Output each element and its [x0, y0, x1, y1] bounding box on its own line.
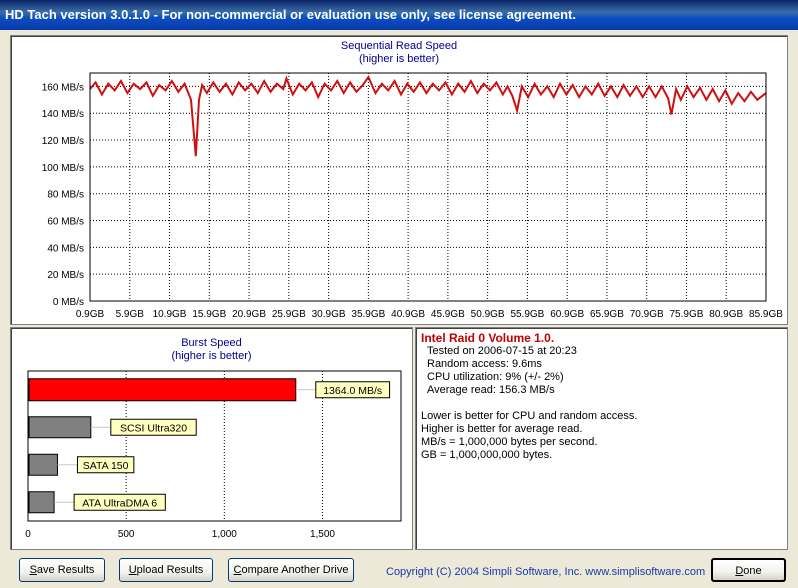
burst-speed-chart: 1364.0 MB/s SCSI Ultra320 SATA 150 ATA Ultr…: [25, 370, 402, 540]
seq-x-tick-label: 75.9GB: [670, 309, 704, 320]
upload-results-button[interactable]: Upload Results: [119, 558, 213, 582]
window-title: HD Tach version 3.0.1.0 - For non-commer…: [0, 0, 798, 30]
done-button[interactable]: Done: [711, 558, 786, 582]
seq-y-tick-label: 80 MB/s: [47, 190, 84, 201]
burst-chart-title: Burst Speed: [181, 337, 242, 349]
random-access-text: Random access: 9.6ms: [427, 358, 542, 370]
seq-x-tick-label: 15.9GB: [192, 309, 226, 320]
compare-accel: C: [233, 564, 242, 576]
burst-bar: [28, 453, 58, 476]
seq-x-tick-label: 85.9GB: [749, 309, 783, 320]
save-results-button[interactable]: Save Results: [19, 558, 105, 582]
burst-x-tick-label: 1,000: [212, 529, 237, 540]
seq-x-tick-label: 55.9GB: [510, 309, 544, 320]
burst-x-tick-label: 1,500: [310, 529, 335, 540]
upload-results-label: pload Results: [136, 564, 204, 576]
compare-label: ompare Another Drive: [241, 564, 349, 576]
done-accel: D: [735, 565, 744, 577]
burst-value-label: ATA UltraDMA 6: [82, 497, 157, 509]
drive-info-panel: Intel Raid 0 Volume 1.0. Tested on 2006-…: [415, 327, 788, 550]
seq-x-tick-label: 45.9GB: [431, 309, 465, 320]
seq-y-tick-label: 140 MB/s: [42, 109, 84, 120]
burst-bar: [28, 416, 92, 439]
seq-x-tick-label: 40.9GB: [391, 309, 425, 320]
seq-x-tick-label: 30.9GB: [312, 309, 346, 320]
seq-y-tick-label: 60 MB/s: [47, 217, 84, 228]
seq-x-tick-label: 5.9GB: [116, 309, 145, 320]
burst-speed-panel: Burst Speed (higher is better) 1364.0 MB…: [10, 327, 413, 550]
sequential-plot-frame: [89, 72, 767, 302]
seq-x-tick-label: 35.9GB: [351, 309, 385, 320]
seq-y-tick-label: 120 MB/s: [42, 136, 84, 147]
sequential-chart-title-block: Sequential Read Speed (higher is better): [11, 40, 787, 66]
sequential-chart-subtitle: (higher is better): [358, 53, 440, 65]
seq-x-tick-label: 60.9GB: [550, 309, 584, 320]
seq-x-tick-label: 70.9GB: [630, 309, 664, 320]
burst-value-label-box: [76, 456, 135, 474]
main-client-area: Sequential Read Speed (higher is better)…: [0, 30, 798, 588]
burst-value-label-box: [110, 418, 197, 436]
seq-x-tick-label: 65.9GB: [590, 309, 624, 320]
cpu-utilization-text: CPU utilization: 9% (+/- 2%): [427, 371, 564, 383]
seq-x-tick-label: 10.9GB: [153, 309, 187, 320]
burst-value-label-box: [73, 493, 166, 511]
drive-info-text: Intel Raid 0 Volume 1.0. Tested on 2006-…: [421, 332, 637, 462]
drive-name: Intel Raid 0 Volume 1.0.: [421, 331, 555, 345]
compare-another-drive-button[interactable]: Compare Another Drive: [228, 558, 354, 582]
burst-value-label: SATA 150: [83, 460, 129, 472]
save-results-label: ave Results: [36, 564, 95, 576]
note-higher-better: Higher is better for average read.: [421, 423, 583, 435]
burst-x-tick-label: 0: [25, 529, 31, 540]
done-label: one: [743, 565, 762, 577]
sequential-read-chart: 0 MB/s 20 MB/s 40 MB/s 60 MB/s 80 MB/s 100 MB…: [42, 72, 783, 320]
seq-y-tick-label: 20 MB/s: [47, 270, 84, 281]
seq-x-tick-label: 25.9GB: [272, 309, 306, 320]
burst-value-label: SCSI Ultra320: [120, 422, 187, 434]
seq-x-tick-label: 50.9GB: [471, 309, 505, 320]
burst-plot-frame: [27, 370, 402, 522]
burst-value-label: 1364.0 MB/s: [323, 385, 382, 397]
seq-y-tick-label: 40 MB/s: [47, 243, 84, 254]
seq-y-tick-label: 100 MB/s: [42, 163, 84, 174]
burst-x-tick-label: 500: [118, 529, 135, 540]
average-read-text: Average read: 156.3 MB/s: [427, 384, 555, 396]
copyright-text: Copyright (C) 2004 Simpli Software, Inc.…: [386, 566, 706, 578]
sequential-read-series-line: [89, 74, 767, 157]
burst-bar: [28, 491, 55, 514]
note-lower-better: Lower is better for CPU and random acces…: [421, 410, 638, 422]
burst-chart-title-block: Burst Speed (higher is better): [11, 337, 412, 363]
seq-x-tick-label: 20.9GB: [232, 309, 266, 320]
note-mbs-definition: MB/s = 1,000,000 bytes per second.: [421, 436, 598, 448]
burst-chart-subtitle: (higher is better): [171, 350, 252, 362]
upload-results-accel: U: [128, 564, 137, 576]
burst-bar: [28, 378, 297, 402]
seq-y-tick-label: 160 MB/s: [42, 82, 84, 93]
seq-y-tick-label: 0 MB/s: [53, 297, 84, 308]
save-results-accel: S: [29, 564, 37, 576]
sequential-chart-title: Sequential Read Speed: [340, 40, 458, 52]
burst-value-label-box: [315, 381, 391, 399]
sequential-read-panel: Sequential Read Speed (higher is better)…: [10, 35, 788, 325]
note-gb-definition: GB = 1,000,000,000 bytes.: [421, 449, 553, 461]
tested-on-text: Tested on 2006-07-15 at 20:23: [427, 345, 577, 357]
seq-x-tick-label: 0.9GB: [76, 309, 105, 320]
seq-x-tick-label: 80.9GB: [709, 309, 743, 320]
